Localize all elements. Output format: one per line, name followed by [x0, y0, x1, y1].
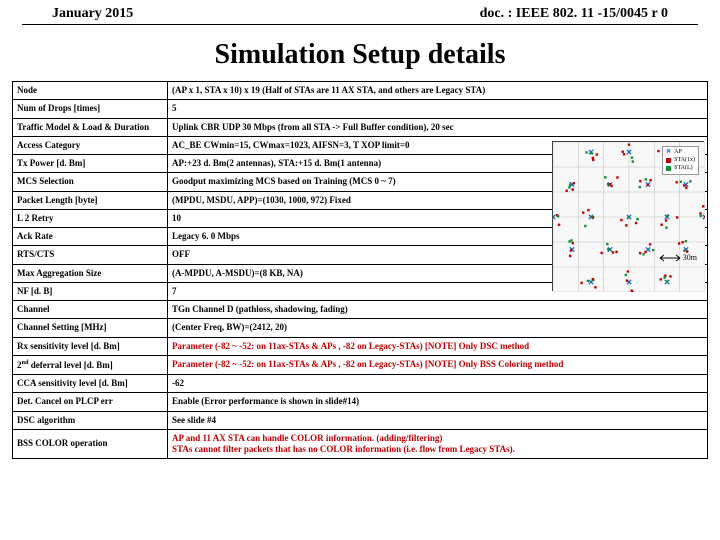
param-value: Parameter (-82 ~ -52: on 11ax-STAs & APs… [168, 337, 708, 355]
param-name: Max Aggregation Size [13, 264, 168, 282]
table-row: Det. Cancel on PLCP errEnable (Error per… [13, 393, 708, 411]
param-name: MCS Selection [13, 173, 168, 191]
param-value: (AP x 1, STA x 10) x 19 (Half of STAs ar… [168, 82, 708, 100]
table-row: Channel Setting [MHz](Center Freq, BW)=(… [13, 319, 708, 337]
param-name: Tx Power [d. Bm] [13, 155, 168, 173]
param-value: Parameter (-82 ~ -52: on 11ax-STAs & APs… [168, 355, 708, 374]
table-row: Num of Drops [times]5 [13, 100, 708, 118]
param-value: AP and 11 AX STA can handle COLOR inform… [168, 429, 708, 459]
param-name: Node [13, 82, 168, 100]
chart-legend: ✕APSTA(1x)STA(L) [662, 146, 699, 175]
table-row: Traffic Model & Load & DurationUplink CB… [13, 118, 708, 136]
header-doc: doc. : IEEE 802. 11 -15/0045 r 0 [480, 6, 668, 22]
square-icon [666, 158, 671, 163]
param-name: RTS/CTS [13, 246, 168, 264]
setup-table-wrap: Node(AP x 1, STA x 10) x 19 (Half of STA… [12, 81, 708, 459]
param-name: Rx sensitivity level [d. Bm] [13, 337, 168, 355]
header-date: January 2015 [52, 6, 133, 22]
param-name: Packet Length [byte] [13, 191, 168, 209]
scale-label: 30m [683, 253, 697, 262]
legend-item: ✕AP [666, 149, 695, 157]
scale-arrow: 30m [659, 253, 697, 262]
param-name: Access Category [13, 136, 168, 154]
param-name: NF [d. B] [13, 282, 168, 300]
param-name: Traffic Model & Load & Duration [13, 118, 168, 136]
param-name: CCA sensitivity level [d. Bm] [13, 375, 168, 393]
param-value: TGn Channel D (pathloss, shadowing, fadi… [168, 301, 708, 319]
param-name: Num of Drops [times] [13, 100, 168, 118]
page-title: Simulation Setup details [0, 39, 720, 71]
param-value: 5 [168, 100, 708, 118]
param-name: BSS COLOR operation [13, 429, 168, 459]
table-row: Node(AP x 1, STA x 10) x 19 (Half of STA… [13, 82, 708, 100]
param-name: DSC algorithm [13, 411, 168, 429]
square-icon [666, 166, 671, 171]
legend-label: AP [674, 149, 682, 157]
legend-label: STA(L) [674, 165, 693, 173]
deployment-chart: ✕APSTA(1x)STA(L) 30m [552, 141, 704, 291]
param-value: See slide #4 [168, 411, 708, 429]
param-name: Det. Cancel on PLCP err [13, 393, 168, 411]
table-row: Rx sensitivity level [d. Bm]Parameter (-… [13, 337, 708, 355]
table-row: CCA sensitivity level [d. Bm]-62 [13, 375, 708, 393]
param-value: Enable (Error performance is shown in sl… [168, 393, 708, 411]
legend-label: STA(1x) [674, 157, 695, 165]
param-name: Channel [13, 301, 168, 319]
param-name: 2nd deferral level [d. Bm] [13, 355, 168, 374]
param-value: -62 [168, 375, 708, 393]
header-bar: January 2015 doc. : IEEE 802. 11 -15/004… [22, 0, 698, 25]
table-row: 2nd deferral level [d. Bm]Parameter (-82… [13, 355, 708, 374]
param-name: Ack Rate [13, 228, 168, 246]
param-name: L 2 Retry [13, 209, 168, 227]
table-row: ChannelTGn Channel D (pathloss, shadowin… [13, 301, 708, 319]
param-value: (Center Freq, BW)=(2412, 20) [168, 319, 708, 337]
table-row: BSS COLOR operationAP and 11 AX STA can … [13, 429, 708, 459]
cross-icon: ✕ [666, 149, 671, 157]
param-name: Channel Setting [MHz] [13, 319, 168, 337]
table-row: DSC algorithmSee slide #4 [13, 411, 708, 429]
legend-item: STA(L) [666, 165, 695, 173]
param-value: Uplink CBR UDP 30 Mbps (from all STA -> … [168, 118, 708, 136]
legend-item: STA(1x) [666, 157, 695, 165]
